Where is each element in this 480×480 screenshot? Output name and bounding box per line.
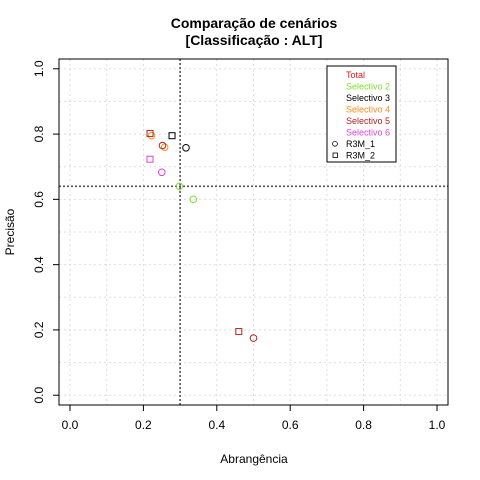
x-axis: 0.0 0.2 0.4 0.6 0.8 1.0 [62, 404, 446, 432]
x-tick-label: 1.0 [429, 418, 446, 432]
legend-entry: Selectivo 6 [346, 128, 390, 138]
legend-entry: Selectivo 4 [346, 105, 390, 115]
y-axis: 0.0 0.2 0.4 0.6 0.8 1.0 [32, 60, 60, 404]
legend-shape-entry: R3M_1 [346, 139, 375, 149]
y-tick-label: 1.0 [32, 60, 46, 77]
x-tick-label: 0.6 [282, 418, 299, 432]
x-tick-label: 0.8 [355, 418, 372, 432]
y-axis-label: Precisão [3, 208, 17, 255]
data-point-circle [158, 141, 167, 150]
y-tick-label: 0.8 [32, 125, 46, 142]
x-tick-label: 0.2 [135, 418, 152, 432]
chart-title: Comparação de cenários [171, 15, 338, 31]
legend-entry: Selectivo 5 [346, 116, 390, 126]
legend-box [326, 65, 397, 163]
reference-lines [59, 59, 448, 405]
data-point-circle [189, 195, 198, 204]
legend-entry: Total [346, 70, 365, 80]
legend-circle-marker [332, 141, 338, 147]
x-tick-label: 0.4 [208, 418, 225, 432]
data-point-circle [182, 143, 190, 152]
data-point-square [168, 132, 176, 140]
y-tick-label: 0.6 [32, 191, 46, 208]
data-point-square [235, 328, 243, 336]
data-point-circle [160, 143, 169, 151]
x-tick-label: 0.0 [62, 418, 79, 432]
y-tick-label: 0.2 [32, 321, 46, 338]
legend-entry: Selectivo 2 [346, 82, 390, 92]
legend-square-marker [332, 152, 338, 158]
y-tick-label: 0.4 [32, 256, 46, 273]
data-point-circle [249, 334, 258, 342]
legend-entry: Selectivo 3 [346, 93, 390, 103]
chart-subtitle: [Classificação : ALT] [186, 32, 323, 48]
data-point-circle [147, 131, 156, 140]
data-point-square [146, 129, 154, 137]
data-point-square [146, 155, 154, 163]
legend-shape-entry: R3M_2 [346, 151, 375, 161]
data-points [146, 129, 258, 342]
data-point-circle [157, 168, 166, 177]
data-point-circle [175, 182, 184, 191]
x-axis-label: Abrangência [220, 452, 288, 466]
y-tick-label: 0.0 [32, 387, 46, 404]
